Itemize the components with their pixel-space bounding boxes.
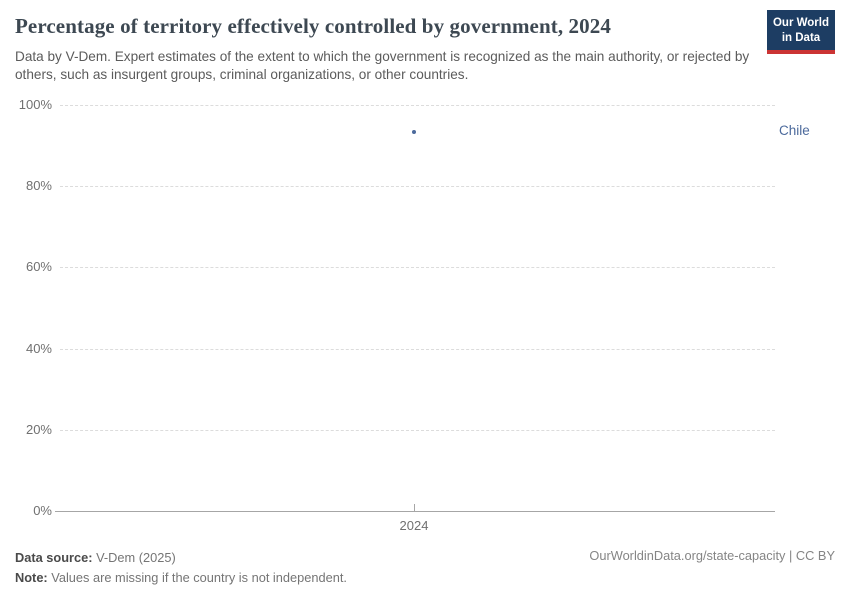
- gridline-60: [60, 267, 775, 269]
- y-axis-tick-label: 80%: [25, 178, 52, 194]
- owid-logo[interactable]: Our World in Data: [767, 10, 835, 54]
- gridline-20: [60, 429, 775, 431]
- chart-subtitle: Data by V-Dem. Expert estimates of the e…: [15, 49, 750, 83]
- logo-line-1: Our World: [772, 17, 829, 29]
- datasource-label: Data source:: [15, 550, 93, 565]
- chart-footer: Data source: V-Dem (2025) Note: Values a…: [15, 548, 835, 588]
- x-axis-tick-mark: [414, 504, 415, 511]
- y-axis-tick-label: 40%: [25, 340, 52, 356]
- logo-line-2: in Data: [781, 31, 821, 44]
- y-axis-tick-label: 100%: [18, 97, 52, 112]
- note-line: Note: Values are missing if the country …: [15, 568, 835, 588]
- page-title: Percentage of territory effectively cont…: [15, 14, 611, 38]
- chart-header: Percentage of territory effectively cont…: [15, 10, 835, 85]
- x-axis-line: [55, 511, 775, 512]
- entity-label-chile[interactable]: Chile: [779, 122, 810, 138]
- datasource-value: V-Dem (2025): [92, 550, 176, 565]
- y-axis-tick-label: 0%: [33, 503, 52, 518]
- y-axis-tick-label: 20%: [25, 421, 52, 437]
- gridline-80: [60, 186, 775, 188]
- datasource-line: Data source: V-Dem (2025): [15, 548, 835, 568]
- note-value: Values are missing if the country is not…: [47, 569, 347, 585]
- gridline-100: [60, 105, 775, 106]
- owid-url-link[interactable]: OurWorldinData.org/state-capacity | CC B…: [589, 548, 835, 563]
- x-axis-tick-label: 2024: [399, 518, 429, 533]
- data-point-chile[interactable]: [412, 129, 416, 134]
- y-axis-tick-label: 60%: [25, 259, 52, 275]
- note-label: Note:: [15, 569, 48, 585]
- gridline-40: [60, 348, 775, 350]
